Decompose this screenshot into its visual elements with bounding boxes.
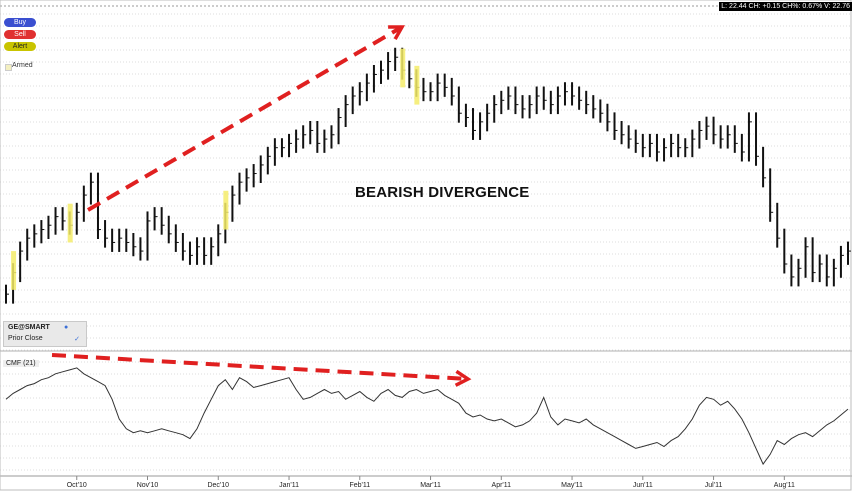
legend-buy[interactable]: Buy xyxy=(4,18,36,27)
x-tick-label: Nov'10 xyxy=(137,482,159,489)
alert-highlight xyxy=(67,203,73,243)
symbol-label: GE@SMART xyxy=(8,324,50,331)
legend-armed: Armed xyxy=(4,62,33,69)
x-tick-label: Jan'11 xyxy=(279,482,299,489)
x-tick-label: Aug'11 xyxy=(774,482,795,489)
alert-highlight xyxy=(414,65,420,105)
legend-alert[interactable]: Alert xyxy=(4,42,36,51)
alert-highlight xyxy=(400,48,406,88)
x-tick-label: Mar'11 xyxy=(420,482,441,489)
prior-close-label: Prior Close xyxy=(8,335,43,342)
alert-highlight xyxy=(11,251,17,290)
symbol-box[interactable]: GE@SMART ● Prior Close ✓ xyxy=(3,321,87,347)
x-tick-label: Apr'11 xyxy=(492,482,512,489)
x-tick-label: Dec'10 xyxy=(207,482,229,489)
signal-legend: Buy Sell Alert Armed xyxy=(4,18,38,72)
alert-highlight xyxy=(223,190,229,230)
legend-sell[interactable]: Sell xyxy=(4,30,36,39)
price-divergence-arrow-head xyxy=(388,25,406,40)
cmf-line xyxy=(5,367,849,466)
x-tick-label: Oct'10 xyxy=(67,482,87,489)
indicator-divergence-arrow-head xyxy=(454,369,472,387)
indicator-label: CMF (21) xyxy=(3,360,39,367)
checkmark-icon[interactable]: ✓ xyxy=(74,336,80,343)
price-divergence-arrow xyxy=(86,25,404,212)
indicator-divergence-arrow xyxy=(51,353,469,381)
x-tick-label: Jun'11 xyxy=(633,482,653,489)
x-tick-label: Jul'11 xyxy=(705,482,723,489)
divergence-annotation: BEARISH DIVERGENCE xyxy=(355,184,530,201)
info-icon[interactable]: ● xyxy=(64,324,69,331)
x-tick-label: May'11 xyxy=(561,482,583,489)
x-tick-label: Feb'11 xyxy=(349,482,370,489)
price-readout: L: 22.44 CH: +0.15 CH%: 0.67% V: 22.76 xyxy=(719,2,852,11)
